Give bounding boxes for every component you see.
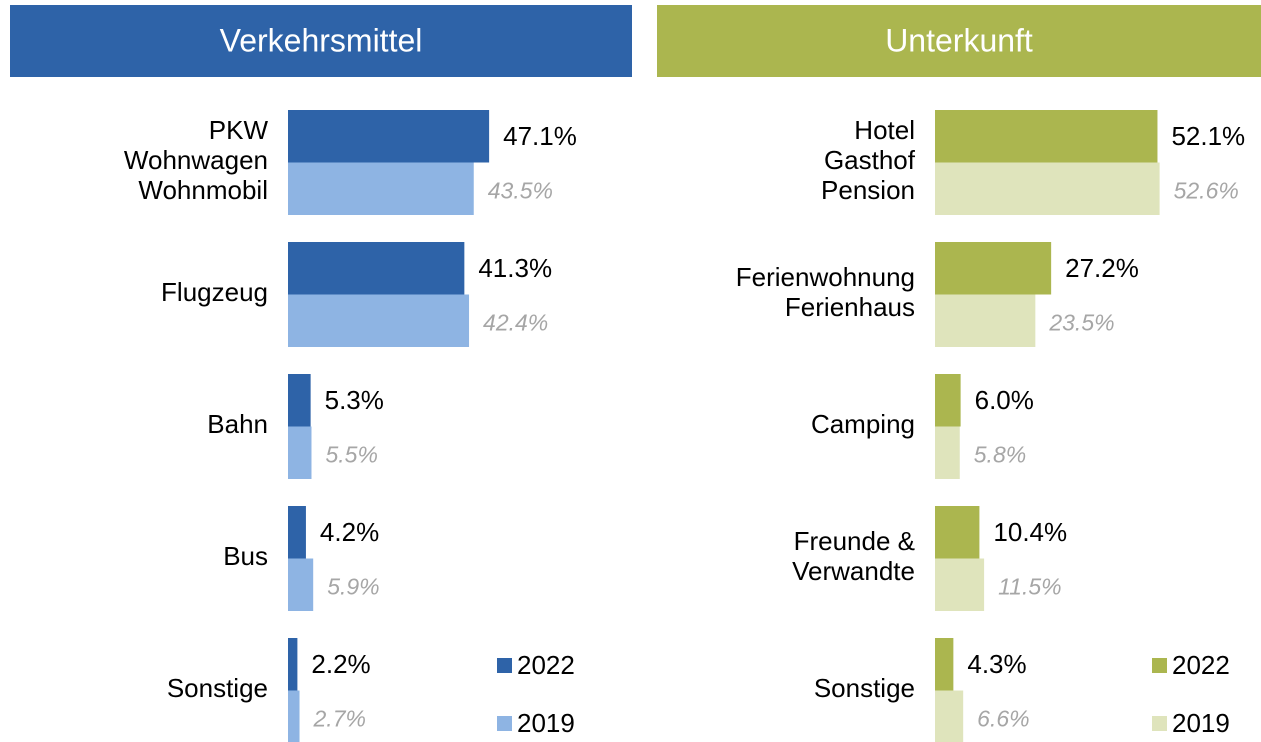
category-label: Ferienwohnung bbox=[736, 262, 915, 292]
category-label: Wohnwagen bbox=[124, 145, 268, 175]
value-label: 5.3% bbox=[325, 385, 384, 415]
legend-swatch bbox=[1152, 716, 1167, 731]
category-label: Verwandte bbox=[792, 556, 915, 586]
panel-header bbox=[657, 5, 1261, 77]
legend-swatch bbox=[497, 716, 512, 731]
bar bbox=[288, 110, 490, 163]
bar bbox=[935, 162, 1160, 215]
bar bbox=[288, 558, 314, 611]
category-label: Hotel bbox=[854, 115, 915, 145]
value-label: 27.2% bbox=[1065, 253, 1139, 283]
bar bbox=[935, 110, 1158, 163]
value-label: 2.7% bbox=[313, 706, 366, 732]
value-label: 5.5% bbox=[325, 442, 377, 468]
value-label: 5.9% bbox=[327, 574, 379, 600]
value-label: 42.4% bbox=[483, 310, 548, 336]
bar bbox=[288, 690, 300, 742]
category-label: PKW bbox=[209, 115, 269, 145]
panel-title: Unterkunft bbox=[885, 22, 1033, 58]
value-label: 6.0% bbox=[975, 385, 1034, 415]
value-label: 2.2% bbox=[311, 649, 370, 679]
value-label: 11.5% bbox=[998, 574, 1062, 600]
bar bbox=[935, 242, 1052, 295]
bar bbox=[288, 426, 312, 479]
bar bbox=[935, 294, 1036, 347]
legend-label: 2019 bbox=[517, 708, 575, 738]
legend-swatch bbox=[1152, 658, 1167, 673]
legend-label: 2019 bbox=[1172, 708, 1230, 738]
bar bbox=[288, 638, 298, 691]
category-label: Wohnmobil bbox=[138, 175, 268, 205]
value-label: 23.5% bbox=[1048, 310, 1114, 336]
bar bbox=[935, 638, 954, 691]
bar bbox=[288, 374, 311, 427]
bar bbox=[935, 690, 964, 742]
bar bbox=[935, 426, 960, 479]
value-label: 4.2% bbox=[320, 517, 379, 547]
category-label: Flugzeug bbox=[161, 277, 268, 307]
legend-swatch bbox=[497, 658, 512, 673]
panel-header bbox=[10, 5, 632, 77]
category-label: Sonstige bbox=[167, 673, 268, 703]
category-label: Ferienhaus bbox=[785, 292, 915, 322]
value-label: 47.1% bbox=[503, 121, 577, 151]
category-label: Freunde & bbox=[794, 526, 915, 556]
category-label: Sonstige bbox=[814, 673, 915, 703]
category-label: Pension bbox=[821, 175, 915, 205]
legend-label: 2022 bbox=[1172, 650, 1230, 680]
bar bbox=[288, 294, 470, 347]
bar bbox=[935, 374, 961, 427]
bar bbox=[935, 558, 985, 611]
value-label: 4.3% bbox=[967, 649, 1026, 679]
value-label: 43.5% bbox=[488, 178, 553, 204]
value-label: 5.8% bbox=[974, 442, 1026, 468]
category-label: Gasthof bbox=[824, 145, 916, 175]
legend-label: 2022 bbox=[517, 650, 575, 680]
bar bbox=[935, 506, 980, 559]
value-label: 6.6% bbox=[977, 706, 1029, 732]
value-label: 52.1% bbox=[1171, 121, 1245, 151]
value-label: 52.6% bbox=[1174, 178, 1239, 204]
value-label: 41.3% bbox=[478, 253, 552, 283]
bar bbox=[288, 242, 465, 295]
category-label: Bus bbox=[223, 541, 268, 571]
bar bbox=[288, 162, 474, 215]
value-label: 10.4% bbox=[993, 517, 1067, 547]
panel-title: Verkehrsmittel bbox=[220, 22, 423, 58]
category-label: Camping bbox=[811, 409, 915, 439]
bar bbox=[288, 506, 306, 559]
category-label: Bahn bbox=[207, 409, 268, 439]
